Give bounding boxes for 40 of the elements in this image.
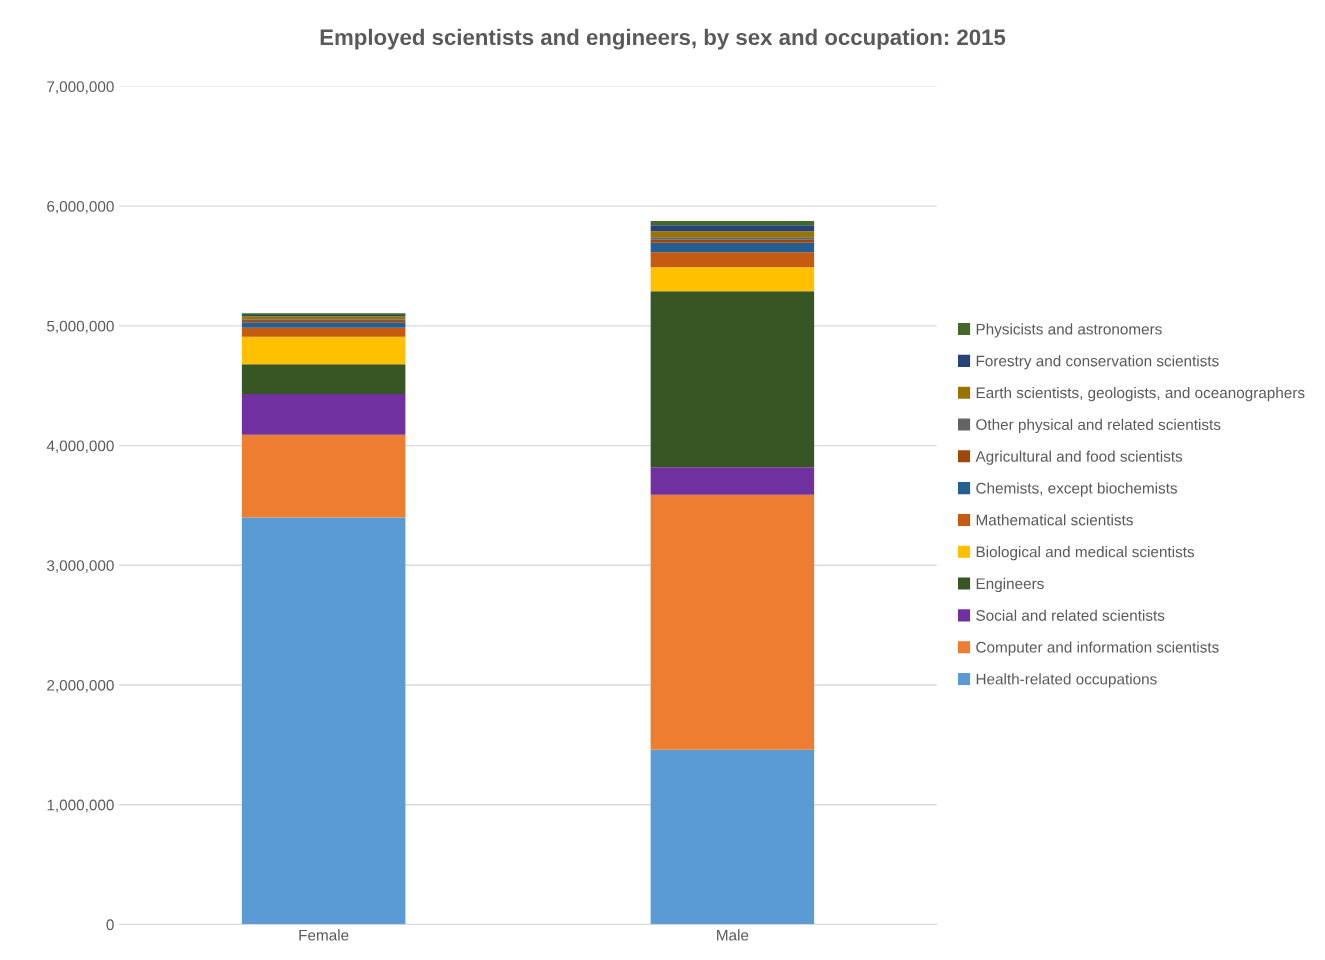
- bar: [241, 517, 406, 925]
- bar: [650, 291, 815, 468]
- legend-label: Physicists and astronomers: [976, 323, 1162, 338]
- bar: [650, 252, 815, 268]
- y-tick-label: 5,000,000: [47, 320, 114, 334]
- legend-label: Social and related scientists: [976, 609, 1165, 621]
- bar: [650, 749, 815, 925]
- bar: [650, 225, 815, 232]
- bar: [650, 231, 815, 238]
- bar: [241, 434, 406, 518]
- bar: [241, 327, 406, 337]
- legend-label: Chemists, except biochemists: [976, 482, 1178, 497]
- bar: [650, 467, 815, 495]
- legend-label: Earth scientists, geologists, and oceanographers: [976, 386, 1305, 402]
- y-tick-label: 0: [106, 919, 114, 931]
- bar: [650, 242, 815, 253]
- x-tick-label: Female: [299, 929, 349, 941]
- bar: [241, 364, 406, 395]
- bar: [241, 336, 406, 365]
- y-tick-label: 7,000,000: [47, 81, 114, 94]
- bar: [650, 494, 815, 750]
- legend-label: Agricultural and food scientists: [975, 450, 1183, 465]
- bar: [650, 267, 815, 292]
- x-tick-label: Male: [717, 929, 749, 941]
- legend-label: Other physical and related scientists: [976, 418, 1221, 434]
- legend-label: Health-related occupations: [976, 673, 1157, 688]
- y-tick-label: 6,000,000: [47, 200, 114, 214]
- legend-label: Computer and information scientists: [976, 641, 1219, 656]
- bar: [241, 322, 406, 328]
- bar: [241, 394, 406, 435]
- legend-label: Forestry and conservation scientists: [976, 355, 1219, 370]
- legend-label: Biological and medical scientists: [976, 546, 1195, 561]
- y-tick-label: 2,000,000: [47, 679, 114, 693]
- y-tick-label: 4,000,000: [46, 440, 114, 454]
- chart-title: Employed scientists and engineers, by sex and occupation: 2015: [320, 28, 1006, 50]
- bar: [650, 221, 815, 226]
- legend-label: Mathematical scientists: [976, 514, 1133, 526]
- y-tick-label: 1,000,000: [47, 799, 114, 813]
- y-tick-label: 3,000,000: [47, 560, 114, 573]
- legend-label: Engineers: [976, 577, 1044, 593]
